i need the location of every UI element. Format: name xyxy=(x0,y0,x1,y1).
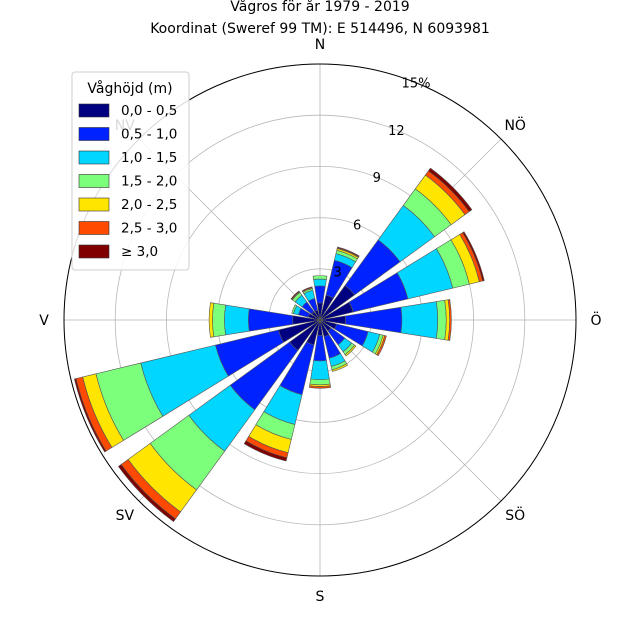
radial-tick-label-2: 9 xyxy=(373,171,381,186)
legend-swatch-3 xyxy=(78,174,110,188)
outer-ring xyxy=(63,63,577,577)
chart-title-line1: Vågros för år 1979 - 2019 xyxy=(230,0,409,15)
rose-bar-dir8-bin3 xyxy=(309,378,331,386)
chart-title-line2: Koordinat (Sweref 99 TM): E 514496, N 60… xyxy=(150,21,490,37)
direction-label-2: Ö xyxy=(590,311,601,329)
legend-swatch-2 xyxy=(78,150,110,165)
rose-bar-dir0-bin1 xyxy=(314,285,326,304)
rose-bar-dir5-bin5 xyxy=(376,335,387,357)
rose-bar-dir0-bin3 xyxy=(312,275,328,280)
rose-bar-dir15-bin6 xyxy=(301,286,313,293)
rose-bar-dir3-bin6 xyxy=(462,231,485,282)
legend-label-5: 2,5 - 3,0 xyxy=(121,221,177,237)
rose-bar-dir12-bin2 xyxy=(224,304,250,336)
direction-label-4: S xyxy=(316,589,325,605)
rose-bar-dir1-bin6 xyxy=(336,246,360,258)
legend-label-0: 0,0 - 0,5 xyxy=(121,103,177,119)
rose-bar-dir4-bin3 xyxy=(435,299,447,341)
rose-bar-dir12-bin4 xyxy=(208,302,215,338)
rose-bar-dir6-bin4 xyxy=(344,344,357,357)
rose-bars xyxy=(74,167,485,523)
legend: Våghöjd (m) 0,0 - 0,5 0,5 - 1,0 1,0 - 1,5 1,… xyxy=(71,71,190,271)
legend-label-1: 0,5 - 1,0 xyxy=(121,127,177,143)
direction-label-5: SV xyxy=(116,508,135,524)
direction-label-1: NÖ xyxy=(504,116,526,134)
direction-label-0: N xyxy=(315,37,325,53)
legend-title: Våghöjd (m) xyxy=(87,80,172,97)
legend-swatch-0 xyxy=(78,103,110,118)
rose-bar-dir2-bin6 xyxy=(427,167,473,213)
rose-bar-dir4-bin5 xyxy=(447,299,452,341)
rose-bar-dir9-bin6 xyxy=(243,440,288,462)
radial-tick-label-0: 3 xyxy=(333,266,341,281)
legend-swatch-1 xyxy=(78,127,110,141)
rose-bar-dir7-bin4 xyxy=(331,363,349,372)
radial-tick-labels: 3 6 9 12 15% xyxy=(333,77,430,281)
rose-bar-dir12-bin3 xyxy=(212,302,226,338)
legend-swatch-4 xyxy=(78,197,110,212)
direction-label-6: V xyxy=(39,313,49,329)
rose-bar-dir8-bin2 xyxy=(310,360,330,381)
direction-label-3: SÖ xyxy=(505,506,525,524)
rose-bar-dir8-bin5 xyxy=(308,385,332,389)
rose-bar-dir4-bin2 xyxy=(400,301,439,339)
legend-swatch-6 xyxy=(78,244,110,259)
radial-tick-label-3: 12 xyxy=(388,124,405,139)
legend-swatch-5 xyxy=(78,221,110,235)
rose-bar-dir10-bin6 xyxy=(117,464,176,523)
legend-label-6: ≥ 3,0 xyxy=(121,244,158,260)
rose-bar-dir11-bin6 xyxy=(74,378,107,453)
radial-tick-label-4: 15% xyxy=(402,77,431,92)
radial-tick-label-1: 6 xyxy=(353,218,361,233)
legend-label-2: 1,0 - 1,5 xyxy=(121,150,177,166)
rose-bar-dir0-bin2 xyxy=(313,278,327,287)
legend-label-4: 2,0 - 2,5 xyxy=(121,197,177,213)
legend-label-3: 1,5 - 2,0 xyxy=(121,174,177,190)
legend-frame xyxy=(71,71,190,271)
rose-bar-dir14-bin6 xyxy=(290,290,300,300)
rose-bar-dir13-bin3 xyxy=(291,304,298,314)
